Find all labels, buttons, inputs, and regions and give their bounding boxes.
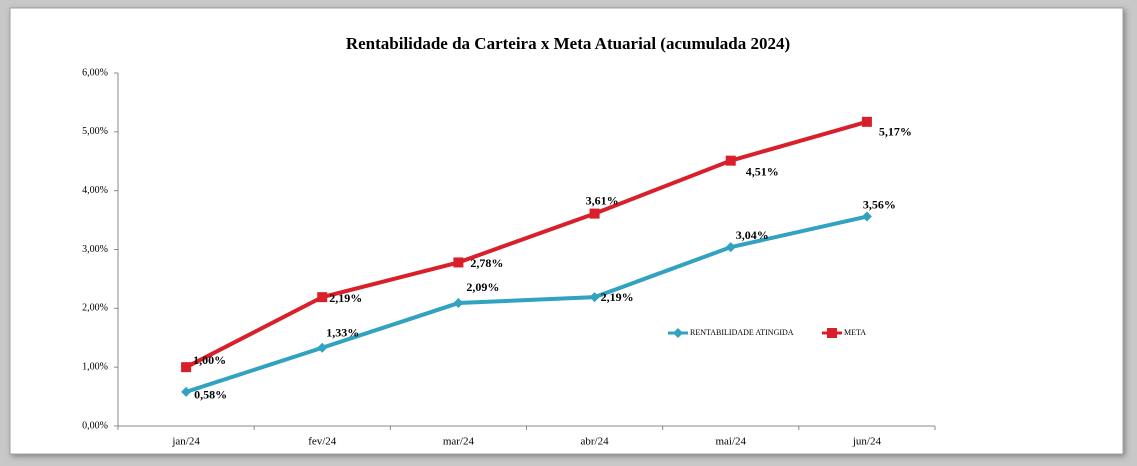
y-tick-label: 1,00% xyxy=(82,361,108,372)
marker xyxy=(725,242,736,253)
legend-label: RENTABILIDADE ATINGIDA xyxy=(690,328,794,337)
x-tick-label: mar/24 xyxy=(443,436,475,448)
marker xyxy=(827,328,837,338)
chart-frame xyxy=(9,7,1124,455)
data-label: 2,19% xyxy=(329,291,362,305)
marker xyxy=(725,155,736,166)
marker xyxy=(861,211,872,222)
marker xyxy=(317,342,328,353)
y-tick-label: 2,00% xyxy=(82,303,108,314)
data-label: 2,09% xyxy=(466,280,499,294)
y-tick-label: 0,00% xyxy=(82,420,108,431)
x-tick-label: jan/24 xyxy=(171,436,200,448)
chart-title: Rentabilidade da Carteira x Meta Atuaria… xyxy=(346,34,790,53)
data-label: 2,78% xyxy=(470,256,503,270)
data-label: 4,51% xyxy=(746,164,779,178)
x-tick-label: jun/24 xyxy=(852,436,882,448)
y-tick-label: 4,00% xyxy=(82,185,108,196)
x-tick-label: mai/24 xyxy=(715,436,746,448)
marker xyxy=(317,292,328,303)
marker xyxy=(453,257,464,268)
legend-label: META xyxy=(844,328,866,337)
x-tick-label: abr/24 xyxy=(581,436,610,448)
data-label: 0,58% xyxy=(194,388,227,402)
marker xyxy=(181,386,192,397)
marker xyxy=(673,328,683,338)
series-line xyxy=(185,119,868,369)
data-label: 1,00% xyxy=(193,353,226,367)
x-tick-label: fev/24 xyxy=(308,436,337,448)
marker xyxy=(589,292,600,303)
series-line xyxy=(185,214,868,394)
y-tick-label: 3,00% xyxy=(82,244,108,255)
y-tick-label: 6,00% xyxy=(82,67,108,78)
marker xyxy=(589,208,600,219)
data-label: 2,19% xyxy=(601,290,634,304)
marker xyxy=(861,116,872,127)
marker xyxy=(181,362,192,373)
data-label: 3,04% xyxy=(736,228,769,242)
data-label: 1,33% xyxy=(326,326,359,340)
marker xyxy=(453,298,464,309)
data-label: 3,61% xyxy=(586,193,619,207)
data-label: 3,56% xyxy=(863,197,896,211)
y-tick-label: 5,00% xyxy=(82,126,108,137)
data-label: 5,17% xyxy=(879,125,912,139)
